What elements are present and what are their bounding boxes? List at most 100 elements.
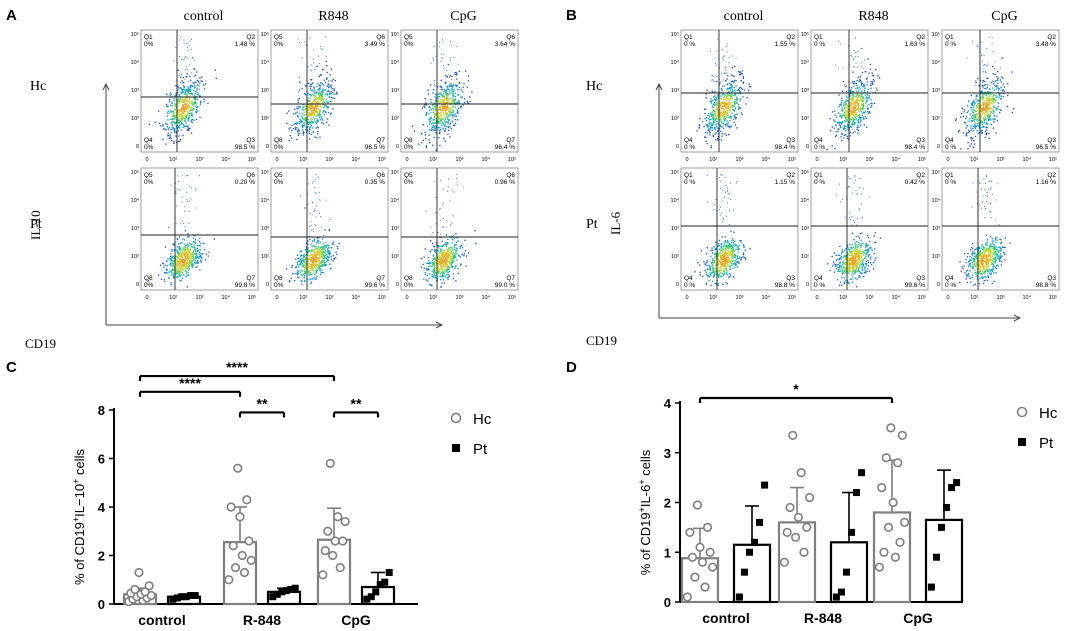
event-dot	[192, 57, 194, 59]
event-dot	[178, 125, 180, 128]
event-dot	[304, 264, 306, 266]
event-dot	[322, 88, 324, 91]
event-dot	[319, 136, 321, 138]
event-dot	[863, 116, 865, 118]
event-dot	[989, 88, 991, 90]
event-dot	[453, 115, 456, 117]
event-dot	[185, 111, 187, 113]
event-dot	[312, 58, 314, 60]
event-dot	[308, 265, 310, 268]
event-dot	[728, 56, 730, 58]
event-dot	[454, 72, 456, 74]
event-dot	[312, 267, 314, 270]
event-dot	[169, 262, 171, 264]
event-dot	[178, 270, 180, 272]
x-tick-label: 10³	[456, 295, 464, 301]
event-dot	[434, 248, 436, 251]
event-dot	[175, 108, 177, 110]
event-dot	[858, 104, 860, 106]
event-dot	[977, 113, 979, 115]
event-dot	[864, 116, 867, 118]
event-dot	[727, 116, 730, 119]
event-dot	[196, 266, 198, 268]
event-dot	[872, 82, 874, 85]
event-dot	[432, 124, 434, 127]
event-dot	[433, 272, 435, 274]
event-dot	[863, 124, 865, 126]
event-dot	[727, 98, 730, 100]
event-dot	[717, 116, 719, 118]
event-dot	[179, 110, 181, 112]
event-dot	[857, 50, 859, 52]
event-dot	[860, 74, 862, 76]
event-dot	[305, 248, 307, 250]
event-dot	[727, 83, 729, 85]
event-dot	[304, 280, 306, 283]
event-dot	[731, 55, 733, 57]
event-dot	[850, 98, 852, 100]
event-dot	[736, 89, 739, 91]
event-dot	[440, 265, 442, 267]
event-dot	[456, 250, 458, 252]
event-dot	[192, 259, 195, 261]
event-dot	[445, 271, 447, 273]
event-dot	[721, 102, 724, 104]
event-dot	[188, 115, 190, 117]
event-dot	[311, 250, 313, 252]
event-dot	[330, 112, 332, 114]
event-dot	[866, 78, 868, 80]
event-dot	[696, 130, 698, 132]
event-dot	[177, 69, 179, 71]
event-dot	[317, 261, 319, 263]
event-dot	[174, 121, 176, 124]
event-dot	[427, 257, 429, 259]
x-tick-label: 10⁴	[482, 156, 491, 163]
quadrant-name: Q1	[684, 34, 693, 41]
event-dot	[336, 93, 338, 95]
event-dot	[710, 123, 713, 125]
event-dot	[735, 80, 737, 82]
event-dot	[200, 252, 202, 254]
event-dot	[183, 259, 186, 261]
event-dot	[733, 86, 735, 89]
event-dot	[725, 102, 727, 104]
event-dot	[841, 110, 843, 112]
event-dot	[434, 273, 436, 276]
event-dot	[189, 90, 192, 93]
event-dot	[858, 80, 860, 83]
event-dot	[163, 128, 165, 130]
event-dot	[188, 87, 190, 89]
event-dot	[288, 110, 290, 112]
event-dot	[971, 107, 973, 109]
quadrant-name: Q7	[246, 275, 255, 282]
y-tick-label: 10³	[261, 88, 269, 94]
event-dot	[851, 118, 853, 120]
event-dot	[193, 68, 195, 70]
event-dot	[300, 121, 302, 124]
event-dot	[316, 268, 318, 270]
quadrant-name: Q8	[404, 137, 413, 144]
event-dot	[717, 93, 719, 96]
event-dot	[723, 101, 726, 104]
event-dot	[190, 48, 192, 50]
event-dot	[993, 111, 995, 113]
event-dot	[726, 43, 728, 45]
event-dot	[302, 125, 304, 128]
event-dot	[193, 59, 195, 61]
event-dot	[181, 58, 182, 60]
event-dot	[975, 126, 978, 128]
event-dot	[320, 216, 322, 218]
event-dot	[446, 258, 448, 261]
event-dot	[321, 98, 323, 100]
event-dot	[195, 189, 197, 191]
event-dot	[852, 121, 854, 123]
event-dot	[868, 97, 870, 99]
event-dot	[440, 279, 442, 281]
event-dot	[986, 103, 988, 105]
y-tick-label: 10⁵	[801, 31, 809, 38]
quadrant-name: Q8	[274, 275, 283, 282]
event-dot	[192, 260, 194, 262]
event-dot	[461, 253, 464, 256]
event-dot	[861, 95, 863, 97]
event-dot	[440, 258, 442, 260]
